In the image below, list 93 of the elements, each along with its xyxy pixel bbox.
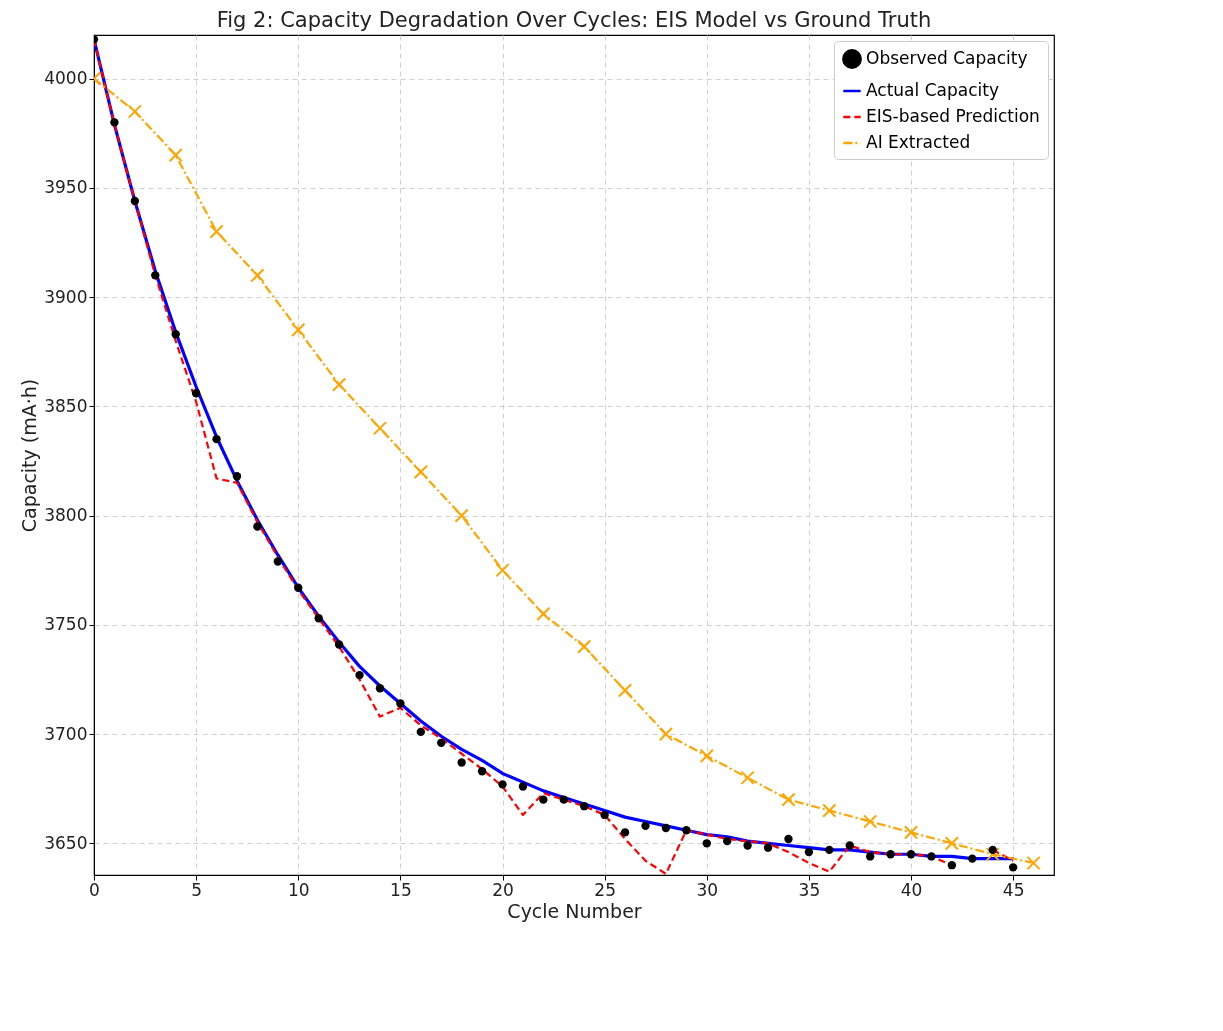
point bbox=[437, 738, 446, 747]
point bbox=[110, 118, 119, 127]
point bbox=[454, 508, 469, 523]
y-tick-label: 3750 bbox=[44, 614, 88, 635]
legend-label: EIS-based Prediction bbox=[866, 106, 1040, 126]
point bbox=[784, 834, 793, 844]
point bbox=[171, 330, 180, 339]
point bbox=[781, 792, 796, 807]
x-tick-label: 10 bbox=[287, 879, 310, 900]
point bbox=[804, 847, 814, 857]
point bbox=[620, 828, 630, 837]
point bbox=[661, 823, 671, 833]
point bbox=[232, 472, 242, 481]
point bbox=[416, 727, 425, 737]
point bbox=[699, 748, 714, 764]
point bbox=[168, 148, 183, 163]
y-tick-label: 3700 bbox=[44, 723, 88, 744]
x-tick-label: 20 bbox=[492, 879, 514, 900]
point bbox=[825, 845, 834, 855]
point bbox=[375, 684, 385, 693]
point bbox=[314, 614, 323, 623]
point bbox=[539, 795, 548, 804]
point bbox=[886, 850, 895, 859]
point bbox=[355, 670, 364, 680]
x-tick-label: 30 bbox=[696, 879, 719, 900]
x-tick-label: 15 bbox=[390, 879, 412, 900]
y-tick-label: 3900 bbox=[44, 286, 88, 307]
point bbox=[845, 841, 854, 850]
y-tick-label: 4000 bbox=[44, 68, 88, 89]
point bbox=[865, 852, 875, 861]
point bbox=[536, 606, 551, 622]
point bbox=[743, 841, 752, 850]
point bbox=[191, 389, 201, 398]
y-axis-title: Capacity (mA·h) bbox=[18, 378, 41, 533]
point bbox=[577, 639, 592, 654]
point bbox=[947, 860, 957, 870]
point bbox=[1026, 855, 1041, 871]
point bbox=[127, 104, 142, 119]
point bbox=[518, 782, 528, 791]
x-tick-label: 45 bbox=[1002, 879, 1025, 900]
point bbox=[763, 843, 773, 852]
point bbox=[617, 683, 633, 698]
point bbox=[273, 557, 283, 566]
point bbox=[863, 814, 878, 829]
point bbox=[682, 826, 691, 835]
point bbox=[495, 563, 510, 578]
point bbox=[250, 268, 265, 283]
x-tick-label: 0 bbox=[89, 879, 100, 900]
point bbox=[294, 583, 303, 592]
point bbox=[903, 825, 919, 840]
point bbox=[1008, 863, 1018, 872]
point bbox=[457, 758, 466, 767]
point bbox=[906, 850, 916, 859]
point bbox=[291, 322, 306, 338]
point bbox=[372, 421, 388, 436]
chart-title: Fig 2: Capacity Degradation Over Cycles: EIS Model vs Ground Truth bbox=[216, 8, 932, 32]
y-tick-label: 3800 bbox=[44, 505, 88, 526]
point bbox=[477, 767, 487, 776]
point bbox=[253, 522, 262, 531]
point bbox=[658, 726, 674, 742]
x-tick-label: 25 bbox=[594, 879, 616, 900]
point bbox=[334, 640, 344, 649]
x-tick-label: 35 bbox=[798, 879, 821, 900]
point bbox=[968, 854, 977, 863]
point bbox=[702, 839, 711, 848]
point bbox=[740, 770, 755, 785]
point bbox=[209, 224, 224, 239]
x-axis-title: Cycle Number bbox=[507, 899, 642, 922]
point bbox=[331, 377, 347, 392]
point bbox=[130, 196, 140, 206]
y-tick-label: 3950 bbox=[44, 177, 88, 198]
point bbox=[927, 852, 936, 861]
legend-label: AI Extracted bbox=[866, 132, 971, 152]
point bbox=[212, 434, 221, 444]
point bbox=[600, 810, 609, 820]
point bbox=[151, 271, 160, 280]
x-tick-label: 40 bbox=[900, 879, 923, 900]
point bbox=[822, 803, 837, 818]
y-tick-label: 3850 bbox=[44, 395, 88, 416]
point bbox=[723, 836, 732, 846]
legend-label: Actual Capacity bbox=[866, 80, 999, 100]
x-tick-label: 5 bbox=[191, 879, 203, 900]
point bbox=[944, 836, 959, 851]
point bbox=[641, 821, 650, 831]
point bbox=[396, 699, 405, 708]
legend-label: Observed Capacity bbox=[866, 48, 1028, 68]
point bbox=[559, 795, 568, 804]
point bbox=[413, 464, 428, 480]
point bbox=[498, 780, 507, 789]
point bbox=[580, 802, 589, 811]
y-tick-label: 3650 bbox=[44, 832, 88, 853]
point bbox=[985, 847, 1000, 862]
point bbox=[988, 845, 997, 855]
